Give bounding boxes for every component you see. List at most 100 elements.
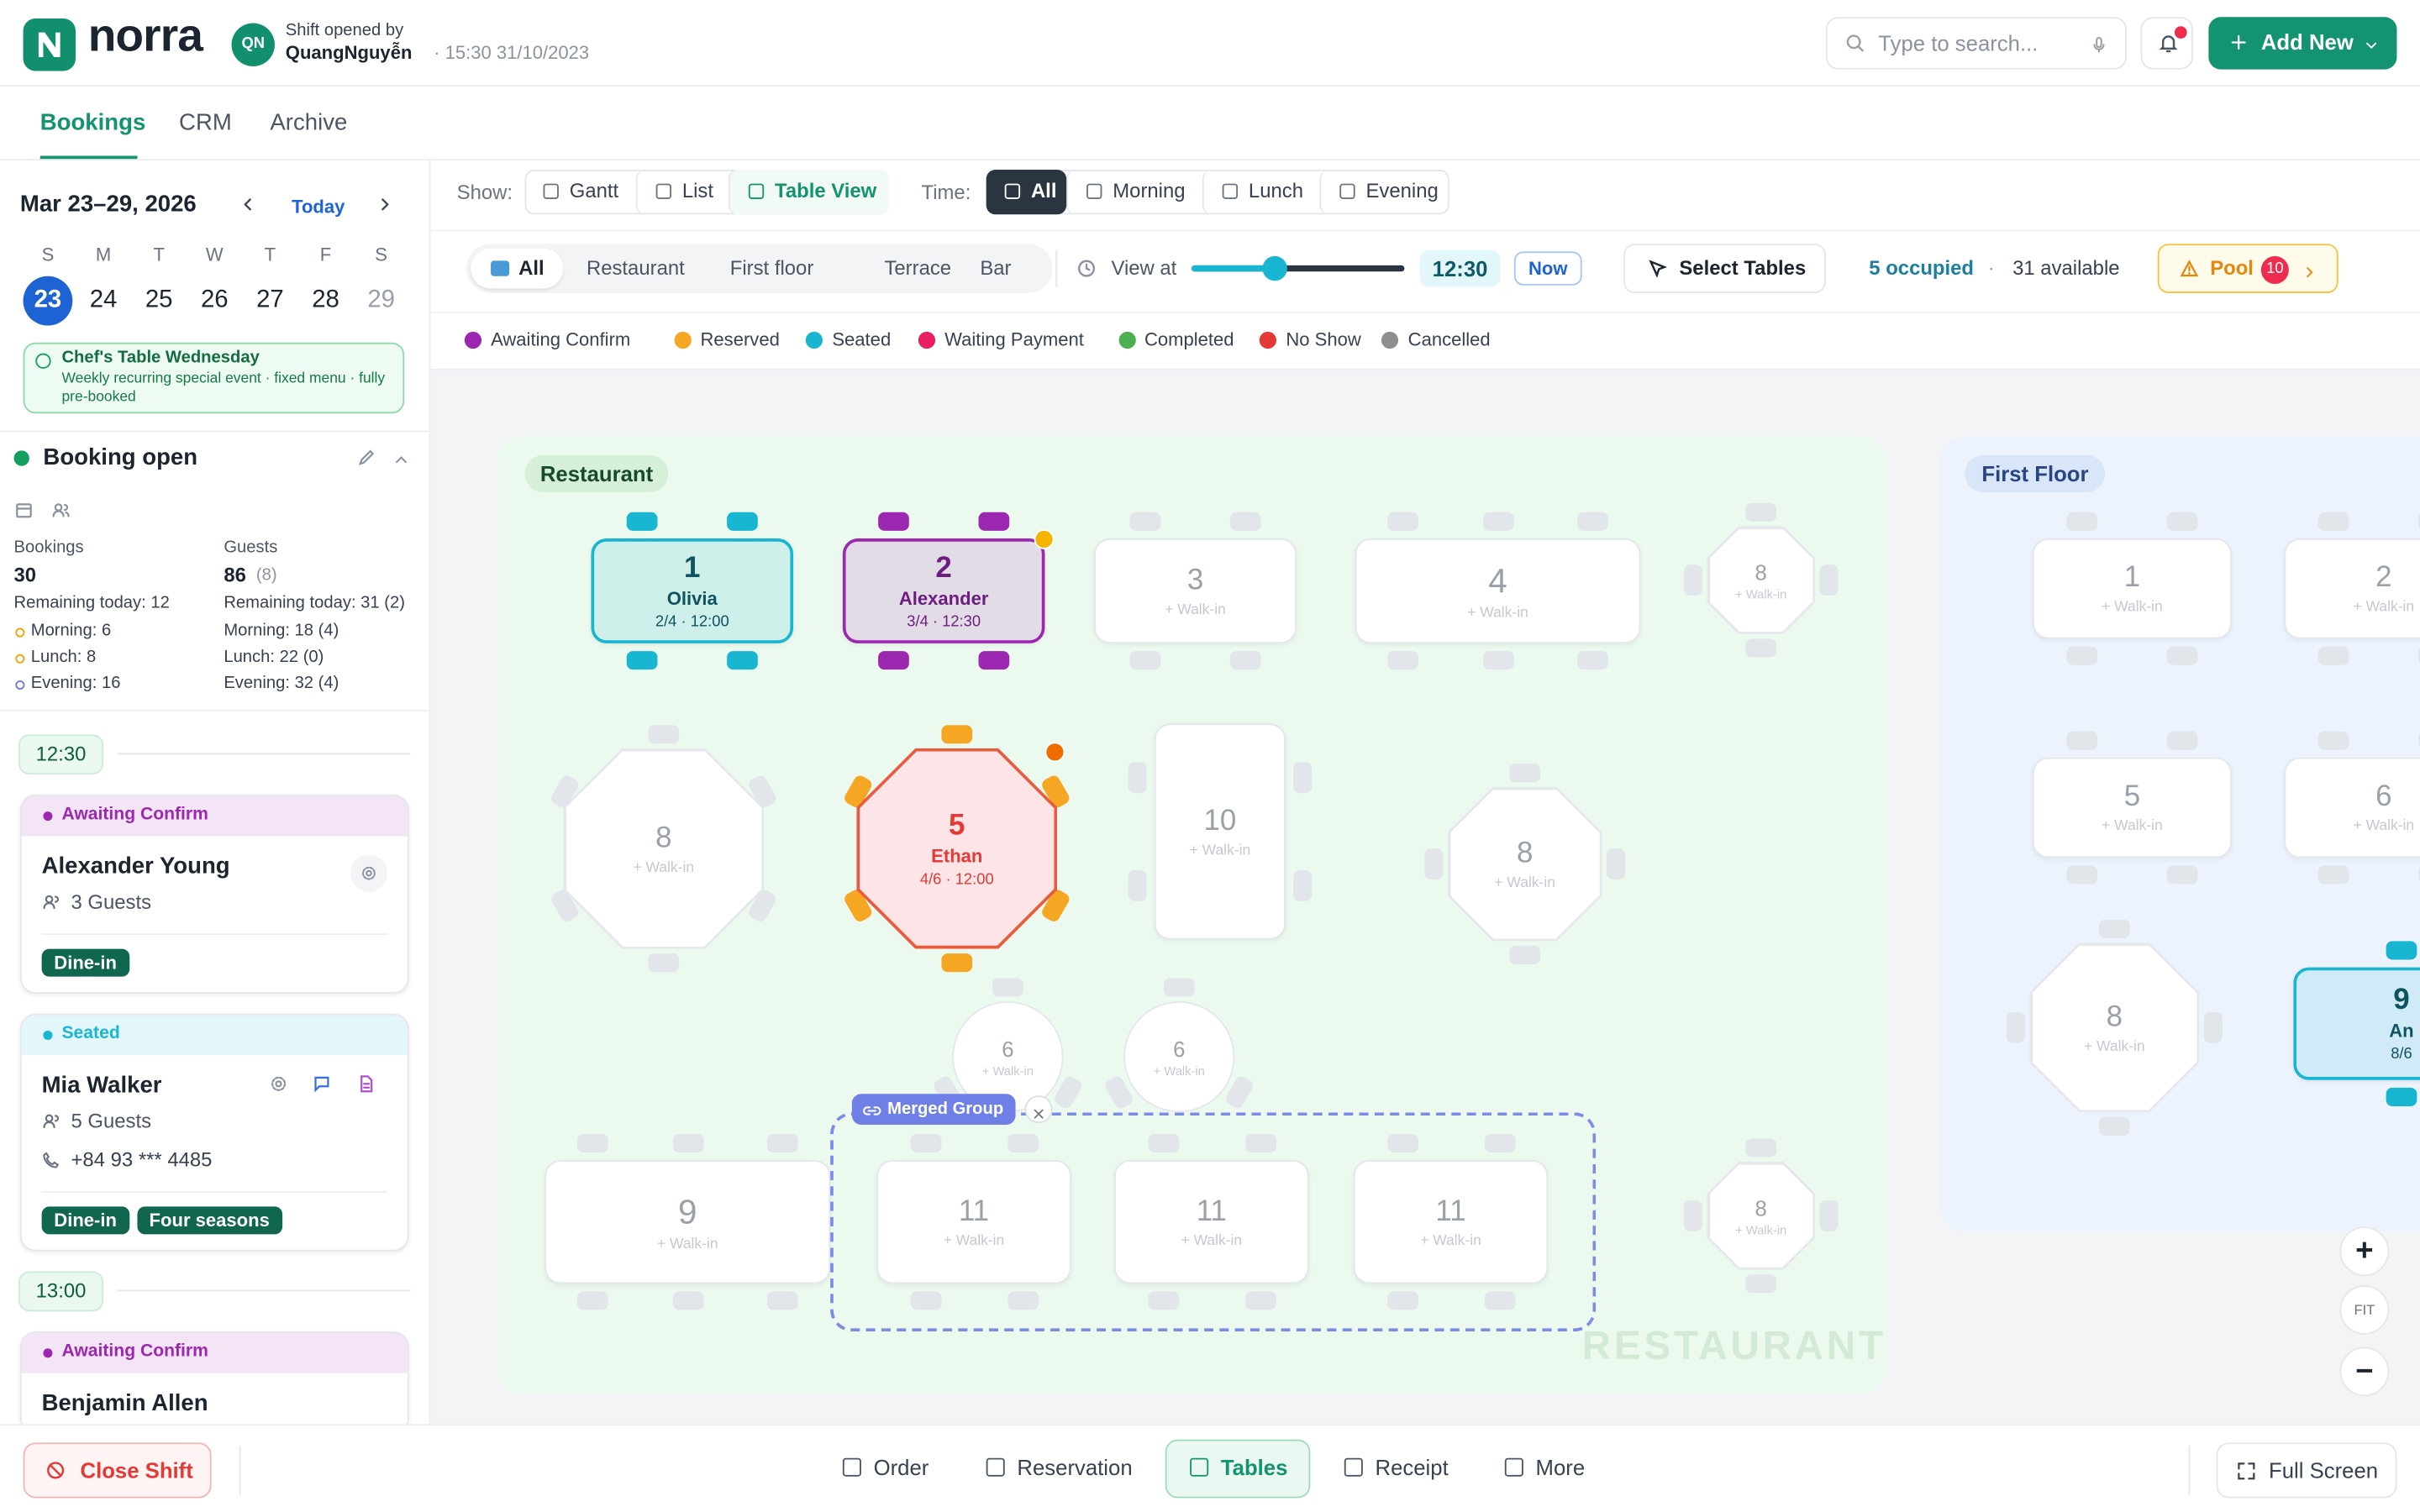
chair [1683, 564, 1702, 596]
table[interactable]: 5 Ethan 4/6 · 12:00 [860, 751, 1055, 946]
chair [648, 953, 680, 973]
calendar-day[interactable]: 26 [200, 286, 229, 313]
close-shift-button[interactable]: Close Shift [23, 1442, 212, 1499]
booking-card[interactable]: Seated Mia Walker 5 Guests +84 93 *** 4485 D… [19, 1013, 409, 1252]
message-icon[interactable] [312, 1074, 332, 1101]
now-button[interactable]: Now [1513, 251, 1582, 286]
collapse-icon[interactable] [392, 449, 411, 476]
table[interactable]: 9 An 8/6 [2293, 967, 2420, 1080]
table[interactable]: 8 + Walk-in [1449, 789, 1600, 939]
zoom-button[interactable]: − [2339, 1347, 2390, 1397]
full-screen-button[interactable]: Full Screen [2216, 1442, 2397, 1499]
notifications[interactable] [2140, 17, 2194, 70]
legend-label: Completed [1144, 328, 1234, 350]
tab[interactable]: CRM [179, 109, 232, 136]
calendar-day[interactable]: 24 [89, 286, 118, 313]
table-content: 8 + Walk-in [2032, 945, 2197, 1110]
calendar-day[interactable]: 23 [23, 276, 73, 326]
table[interactable]: 5 + Walk-in [2032, 757, 2232, 858]
nav-item[interactable]: Tables [1220, 1455, 1288, 1480]
unmerge-button[interactable] [1024, 1095, 1053, 1124]
time-option[interactable]: Morning [1066, 170, 1202, 215]
guests-label: Guests [224, 538, 278, 558]
event-box: Chef's Table Wednesday Weekly recurring s… [23, 342, 405, 414]
area-option[interactable]: First floor [708, 249, 860, 289]
time-option[interactable]: All [986, 170, 1067, 215]
table[interactable]: 11 + Walk-in [1353, 1160, 1549, 1284]
table[interactable]: 3 + Walk-in [1094, 538, 1297, 643]
table[interactable]: 6 + Walk-in [2284, 757, 2420, 858]
zoom-button[interactable]: + [2339, 1226, 2390, 1276]
table[interactable]: 6 + Walk-in [952, 1001, 1064, 1113]
search-box[interactable]: Type to search... [1825, 17, 2128, 70]
time-option-icon [1086, 183, 1102, 199]
divider [430, 229, 2420, 232]
document-icon[interactable] [356, 1074, 376, 1101]
calendar-day[interactable]: 29 [367, 286, 396, 313]
area-option[interactable]: Bar [959, 249, 1033, 289]
settings-icon[interactable] [350, 854, 388, 892]
table[interactable]: 1 Olivia 2/4 · 12:00 [591, 538, 794, 643]
calendar-day[interactable]: 27 [256, 286, 284, 313]
prev-week[interactable] [238, 194, 258, 222]
nav-item[interactable]: Order [873, 1455, 929, 1480]
table[interactable]: 1 + Walk-in [2032, 538, 2232, 639]
today-button[interactable]: Today [292, 196, 345, 218]
calendar-day[interactable]: 25 [145, 286, 173, 313]
table[interactable]: 8 + Walk-in [2032, 945, 2197, 1110]
view-option[interactable]: Gantt [524, 170, 635, 214]
edit-icon[interactable] [356, 448, 376, 475]
guests-detail: Evening: 32 (4) [224, 674, 339, 693]
zoom-button[interactable]: FIT [2339, 1285, 2390, 1335]
area-option[interactable]: Terrace [863, 249, 955, 289]
nav-item[interactable]: Receipt [1375, 1455, 1449, 1480]
chair [2417, 512, 2420, 531]
guests-count: 3 Guests [71, 890, 152, 914]
add-new-button[interactable]: Add New [2208, 17, 2397, 70]
tab[interactable]: Archive [270, 109, 348, 136]
table-number: 8 [1754, 559, 1767, 585]
walk-in: + Walk-in [981, 1063, 1034, 1078]
divider [2188, 1446, 2191, 1495]
area-option[interactable]: All [471, 248, 564, 289]
view-option[interactable]: Table View [728, 170, 889, 215]
table[interactable]: 6 + Walk-in [1123, 1001, 1235, 1113]
view-option[interactable]: List [635, 170, 729, 215]
card-status: Awaiting Confirm [61, 1341, 208, 1362]
table[interactable]: 11 + Walk-in [876, 1160, 1071, 1284]
table[interactable]: 4 + Walk-in [1355, 538, 1641, 643]
table[interactable]: 9 + Walk-in [544, 1160, 831, 1284]
table[interactable]: 8 + Walk-in [1709, 528, 1813, 633]
booking-card[interactable]: Awaiting Confirm Alexander Young 3 Guests D… [19, 794, 409, 994]
table[interactable]: 10 + Walk-in [1154, 723, 1286, 940]
table[interactable]: 2 Alexander 3/4 · 12:30 [842, 538, 1045, 643]
calendar-day[interactable]: 28 [312, 286, 339, 313]
walk-in: + Walk-in [1494, 874, 1555, 891]
pool-button[interactable]: Pool 10 [2157, 244, 2338, 293]
area-option[interactable]: Restaurant [565, 249, 707, 289]
chair [1129, 651, 1160, 670]
table-number: 5 [2123, 780, 2141, 813]
merged-label: Merged Group [887, 1100, 1004, 1119]
time-option[interactable]: Lunch [1202, 170, 1320, 215]
nav-item[interactable]: More [1535, 1455, 1586, 1480]
booking-card[interactable]: Awaiting Confirm Benjamin Allen [19, 1331, 409, 1425]
detail-dot [15, 627, 25, 638]
settings-icon[interactable] [269, 1074, 289, 1101]
table[interactable]: 8 + Walk-in [1709, 1163, 1813, 1268]
table-number: 8 [655, 822, 672, 854]
time-option[interactable]: Evening [1319, 170, 1449, 215]
table-number: 8 [2106, 1000, 2123, 1033]
pool-count: 10 [2260, 255, 2289, 284]
tab[interactable]: Bookings [39, 109, 146, 136]
chair [2066, 512, 2098, 531]
guests-value: 86 [224, 563, 246, 586]
next-week[interactable] [375, 194, 395, 222]
slider-knob[interactable] [1262, 255, 1287, 281]
table[interactable]: 11 + Walk-in [1114, 1160, 1309, 1284]
table[interactable]: 2 + Walk-in [2284, 538, 2420, 639]
table[interactable]: 8 + Walk-in [566, 750, 762, 947]
select-tables-button[interactable]: Select Tables [1623, 244, 1826, 293]
nav-item[interactable]: Reservation [1017, 1455, 1133, 1480]
card-header: Awaiting Confirm [21, 1332, 408, 1373]
